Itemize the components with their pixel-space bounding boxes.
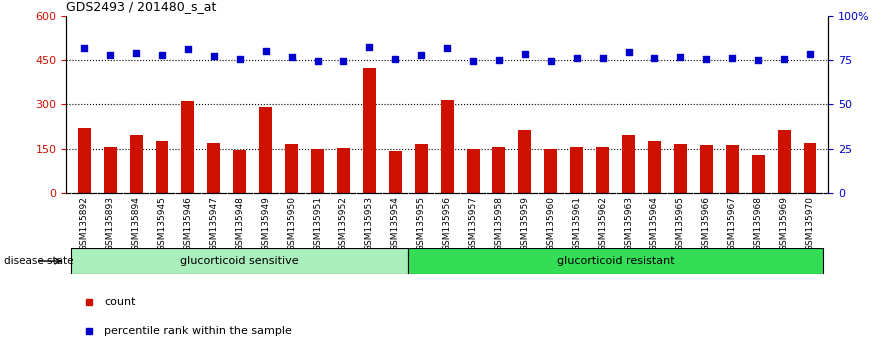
Text: glucorticoid resistant: glucorticoid resistant: [557, 256, 674, 266]
Text: GSM135948: GSM135948: [235, 196, 244, 251]
Bar: [233, 150, 246, 193]
Point: [725, 55, 739, 61]
Point: [207, 53, 221, 58]
Text: GSM135963: GSM135963: [624, 196, 633, 251]
Text: GSM135959: GSM135959: [521, 196, 529, 251]
Text: GSM135961: GSM135961: [573, 196, 581, 251]
Point: [181, 46, 195, 52]
Text: GSM135947: GSM135947: [210, 196, 218, 251]
Text: GDS2493 / 201480_s_at: GDS2493 / 201480_s_at: [66, 0, 217, 13]
Bar: [156, 141, 168, 193]
Text: GSM135953: GSM135953: [365, 196, 374, 251]
Bar: [622, 135, 635, 193]
Bar: [648, 141, 661, 193]
Point: [700, 56, 714, 62]
Point: [751, 57, 766, 63]
Point: [621, 49, 635, 55]
Bar: [408, 248, 823, 274]
Point: [155, 52, 169, 58]
Bar: [700, 145, 713, 193]
Bar: [492, 147, 506, 193]
Point: [803, 51, 817, 57]
Point: [337, 58, 351, 64]
Bar: [259, 107, 272, 193]
Text: GSM135960: GSM135960: [546, 196, 555, 251]
Text: GSM135946: GSM135946: [183, 196, 192, 251]
Bar: [778, 130, 790, 193]
Bar: [78, 128, 91, 193]
Text: GSM135957: GSM135957: [469, 196, 478, 251]
Bar: [803, 143, 817, 193]
Bar: [311, 149, 324, 193]
Bar: [104, 147, 116, 193]
Bar: [415, 144, 427, 193]
Text: GSM135965: GSM135965: [676, 196, 685, 251]
Bar: [363, 68, 376, 193]
Bar: [751, 155, 765, 193]
Point: [259, 48, 273, 53]
Text: GSM135964: GSM135964: [650, 196, 659, 251]
Text: GSM135945: GSM135945: [158, 196, 167, 251]
Text: GSM135955: GSM135955: [417, 196, 426, 251]
Point: [648, 55, 662, 61]
Text: GSM135892: GSM135892: [79, 196, 89, 251]
Point: [440, 45, 454, 51]
Bar: [440, 100, 454, 193]
Text: GSM135968: GSM135968: [753, 196, 763, 251]
Point: [673, 55, 687, 60]
Bar: [337, 148, 350, 193]
Text: GSM135954: GSM135954: [391, 196, 400, 251]
Text: GSM135949: GSM135949: [261, 196, 270, 251]
Text: count: count: [104, 297, 136, 307]
Point: [777, 56, 791, 62]
Point: [129, 50, 143, 56]
Text: glucorticoid sensitive: glucorticoid sensitive: [181, 256, 299, 266]
Bar: [285, 144, 298, 193]
Bar: [674, 144, 687, 193]
Point: [389, 56, 403, 62]
Bar: [71, 248, 408, 274]
Point: [78, 46, 92, 51]
Text: GSM135950: GSM135950: [287, 196, 296, 251]
Point: [310, 58, 324, 64]
Text: GSM135967: GSM135967: [728, 196, 737, 251]
Point: [466, 58, 480, 64]
Point: [492, 57, 506, 62]
Text: GSM135952: GSM135952: [339, 196, 348, 251]
Bar: [596, 147, 609, 193]
Bar: [181, 102, 195, 193]
Bar: [130, 135, 143, 193]
Point: [414, 52, 428, 58]
Point: [596, 55, 610, 61]
Text: GSM135966: GSM135966: [702, 196, 711, 251]
Bar: [518, 130, 531, 193]
Text: disease state: disease state: [4, 256, 74, 266]
Point: [103, 52, 117, 58]
Text: percentile rank within the sample: percentile rank within the sample: [104, 326, 292, 336]
Point: [518, 51, 532, 57]
Point: [570, 55, 584, 61]
Bar: [726, 145, 738, 193]
Bar: [570, 147, 583, 193]
Bar: [544, 149, 558, 193]
Text: GSM135893: GSM135893: [106, 196, 115, 251]
Text: GSM135951: GSM135951: [313, 196, 322, 251]
Point: [233, 56, 247, 62]
Point: [544, 58, 558, 64]
Bar: [389, 151, 402, 193]
Point: [362, 44, 376, 50]
Text: GSM135958: GSM135958: [494, 196, 503, 251]
Point: [285, 55, 299, 60]
Text: GSM135970: GSM135970: [805, 196, 815, 251]
Text: GSM135969: GSM135969: [780, 196, 788, 251]
Text: GSM135956: GSM135956: [442, 196, 452, 251]
Text: GSM135894: GSM135894: [131, 196, 141, 251]
Bar: [207, 143, 220, 193]
Bar: [467, 149, 479, 193]
Text: GSM135962: GSM135962: [598, 196, 607, 251]
